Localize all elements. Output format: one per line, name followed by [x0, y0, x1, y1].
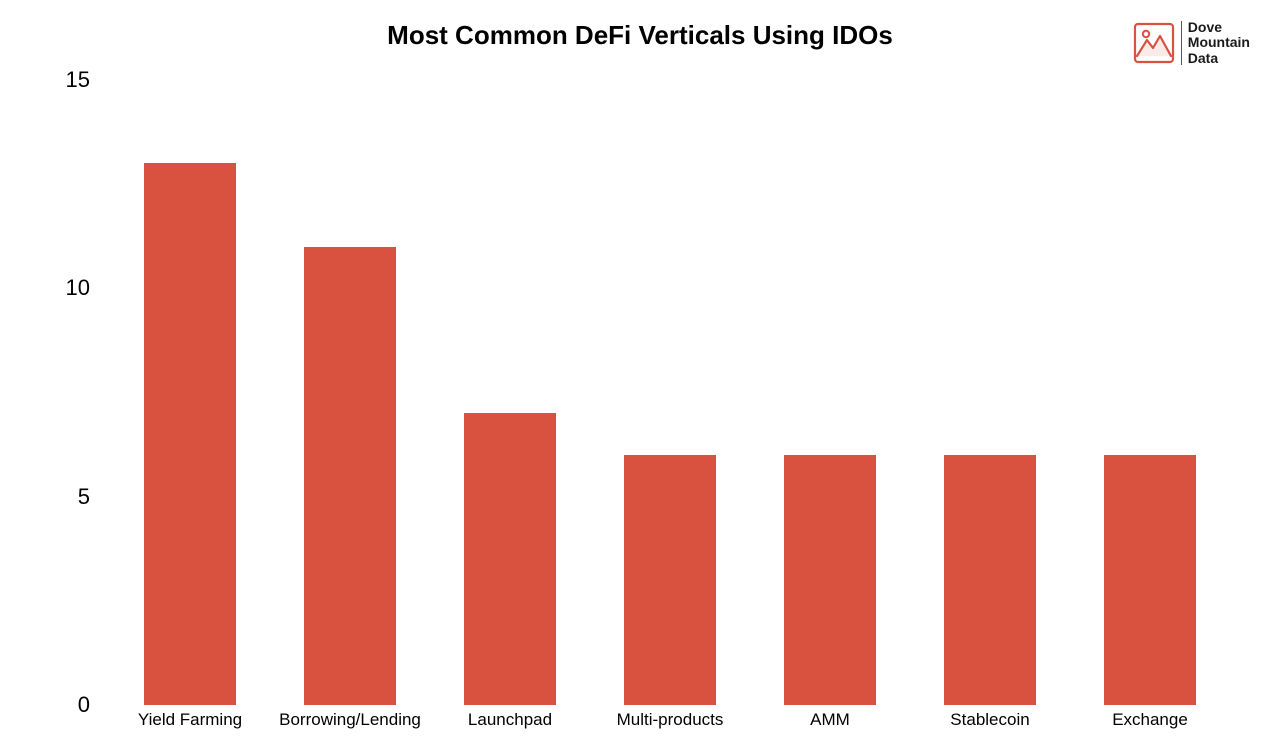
brand-line-2: Mountain	[1188, 35, 1250, 50]
x-tick-label: Borrowing/Lending	[279, 710, 421, 730]
bar	[144, 163, 237, 705]
y-tick-label: 5	[30, 484, 90, 510]
bar	[624, 455, 717, 705]
x-tick-label: Exchange	[1112, 710, 1188, 730]
chart-container: Most Common DeFi Verticals Using IDOs Do…	[0, 0, 1280, 754]
x-tick-label: Launchpad	[468, 710, 552, 730]
brand-text: Dove Mountain Data	[1188, 20, 1250, 66]
y-tick-label: 0	[30, 692, 90, 718]
x-tick-label: AMM	[810, 710, 850, 730]
logo-divider	[1181, 21, 1182, 65]
chart-title: Most Common DeFi Verticals Using IDOs	[0, 20, 1280, 51]
y-tick-label: 15	[30, 67, 90, 93]
bar	[1104, 455, 1197, 705]
bars-group	[110, 80, 1230, 705]
mountain-icon	[1133, 22, 1175, 64]
plot-area: 051015	[110, 80, 1230, 705]
bar	[784, 455, 877, 705]
x-tick-label: Stablecoin	[950, 710, 1029, 730]
brand-line-1: Dove	[1188, 20, 1250, 35]
bar	[944, 455, 1037, 705]
x-tick-label: Multi-products	[617, 710, 724, 730]
y-tick-label: 10	[30, 275, 90, 301]
x-axis-labels: Yield Farming Borrowing/Lending Launchpad M…	[110, 710, 1230, 740]
brand-logo: Dove Mountain Data	[1133, 20, 1250, 66]
x-tick-label: Yield Farming	[138, 710, 242, 730]
bar	[304, 247, 397, 705]
brand-line-3: Data	[1188, 51, 1250, 66]
bar	[464, 413, 557, 705]
